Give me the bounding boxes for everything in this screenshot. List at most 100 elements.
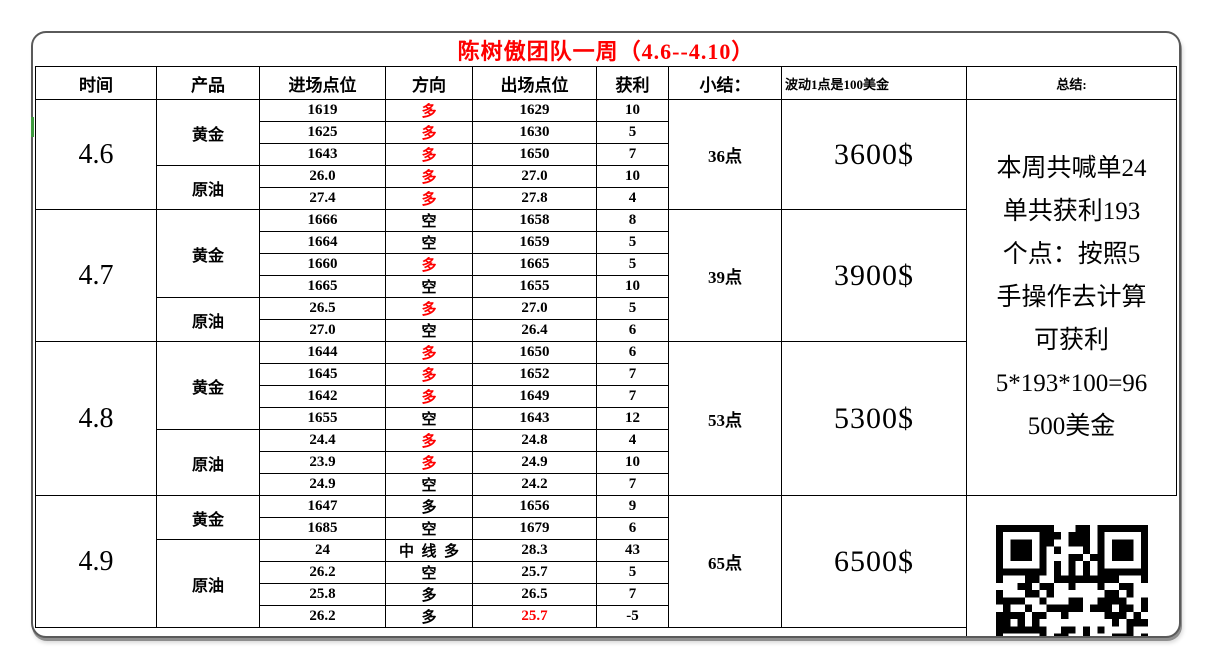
money-summary: 3900$ [781, 209, 967, 342]
direction: 空 [385, 561, 473, 584]
profit-value: 8 [596, 209, 669, 232]
direction: 多 [385, 121, 473, 144]
direction: 多 [385, 253, 473, 276]
points-summary: 36点 [668, 99, 782, 210]
trade-row: 原油 26.5 多 27.0 5 [36, 297, 1177, 342]
product-name: 原油 [156, 165, 260, 210]
trade-row: 26.2 空 25.7 5 [36, 561, 1177, 584]
direction: 多 [385, 341, 473, 364]
product-name: 黄金 [156, 99, 260, 166]
trade-row: 26.2 多 25.7 -5 [36, 605, 1177, 628]
exit-price: 24.2 [472, 473, 597, 496]
col-header-product: 产品 [156, 66, 260, 100]
exit-price: 1652 [472, 363, 597, 386]
direction: 多 [385, 583, 473, 606]
entry-price: 1660 [259, 253, 386, 276]
direction: 空 [385, 319, 473, 342]
direction: 多 [385, 143, 473, 166]
entry-price: 23.9 [259, 451, 386, 474]
profit-value: 7 [596, 583, 669, 606]
exit-price: 27.0 [472, 297, 597, 320]
exit-price: 1655 [472, 275, 597, 298]
product-name: 黄金 [156, 209, 260, 298]
date-cell: 4.8 [35, 341, 157, 496]
entry-price: 1647 [259, 495, 386, 518]
exit-price: 25.7 [472, 561, 597, 584]
trade-row: 1655 空 1643 12 [36, 407, 1177, 430]
points-summary: 39点 [668, 209, 782, 342]
direction: 多 [385, 605, 473, 628]
profit-value: 43 [596, 539, 669, 562]
direction: 空 [385, 473, 473, 496]
qr-code [995, 525, 1148, 636]
profit-value: 5 [596, 297, 669, 320]
product-name: 原油 [156, 429, 260, 496]
exit-price: 1658 [472, 209, 597, 232]
direction: 多 [385, 363, 473, 386]
col-header-time: 时间 [35, 66, 157, 100]
trade-row: 4.6 黄金 1619 多 1629 10 36点 3600$ 本周共喊单24 单共获利193 … [35, 99, 1177, 496]
product-name: 黄金 [156, 495, 260, 540]
entry-price: 26.5 [259, 297, 386, 320]
exit-price: 1665 [472, 253, 597, 276]
points-summary: 65点 [668, 495, 782, 628]
direction: 空 [385, 407, 473, 430]
profit-value: 9 [596, 495, 669, 518]
entry-price: 1655 [259, 407, 386, 430]
market-closed-row: 4.10（休市） [35, 627, 1177, 636]
profit-value: 6 [596, 319, 669, 342]
trade-row: 原油 24 中 线 多 28.3 43 [36, 539, 1177, 628]
col-header-profit: 获利 [596, 66, 669, 100]
profit-value: 5 [596, 231, 669, 254]
trade-row: 1645 多 1652 7 [36, 363, 1177, 386]
qr-cell [966, 495, 1177, 636]
profit-value: 4 [596, 429, 669, 452]
weekly-report-card: 陈树傲团队一周（4.6--4.10） 时间 产品 进场点位 方向 出场点位 获利… [31, 31, 1181, 638]
exit-price: 27.8 [472, 187, 597, 210]
trade-row: 4.7 黄金 1666 空 1658 8 39点 3900$ [35, 209, 1177, 342]
market-closed-note: 4.10（休市） [35, 627, 967, 636]
direction: 多 [385, 385, 473, 408]
entry-price: 24.4 [259, 429, 386, 452]
entry-price: 26.0 [259, 165, 386, 188]
date-cell: 4.6 [35, 99, 157, 210]
column-header-row: 时间 产品 进场点位 方向 出场点位 获利 小结： 波动1点是100美金 总结: [35, 66, 1177, 100]
exit-price: 27.0 [472, 165, 597, 188]
direction: 空 [385, 209, 473, 232]
entry-price: 26.2 [259, 561, 386, 584]
entry-price: 27.4 [259, 187, 386, 210]
direction: 多 [385, 297, 473, 320]
direction: 空 [385, 231, 473, 254]
entry-price: 1625 [259, 121, 386, 144]
trade-row: 1685 空 1679 6 [36, 517, 1177, 540]
col-header-exit: 出场点位 [472, 66, 597, 100]
col-header-entry: 进场点位 [259, 66, 386, 100]
exit-price: 26.4 [472, 319, 597, 342]
col-header-summary: 小结： [668, 66, 782, 100]
trade-row: 4.9 黄金 1647 多 1656 9 65点 6500$ [35, 495, 1177, 636]
profit-value: 7 [596, 143, 669, 166]
col-header-note: 波动1点是100美金 [781, 66, 967, 100]
money-summary: 3600$ [781, 99, 967, 210]
direction: 多 [385, 187, 473, 210]
exit-price: 25.7 [472, 605, 597, 628]
entry-price: 25.8 [259, 583, 386, 606]
exit-price: 1650 [472, 143, 597, 166]
trade-row: 23.9 多 24.9 10 [36, 451, 1177, 474]
entry-price: 1666 [259, 209, 386, 232]
trade-row: 1665 空 1655 10 [36, 275, 1177, 298]
profit-value: 6 [596, 517, 669, 540]
entry-price: 1664 [259, 231, 386, 254]
date-cell: 4.9 [35, 495, 157, 628]
entry-price: 1645 [259, 363, 386, 386]
page-title: 陈树傲团队一周（4.6--4.10） [35, 34, 1177, 67]
product-name: 原油 [156, 539, 260, 628]
col-header-direction: 方向 [385, 66, 473, 100]
product-name: 原油 [156, 297, 260, 342]
selection-mark [31, 117, 34, 137]
exit-price: 26.5 [472, 583, 597, 606]
col-header-conclusion: 总结: [966, 66, 1177, 100]
product-name: 黄金 [156, 341, 260, 430]
trade-row: 原油 26.0 多 27.0 10 [36, 165, 1177, 210]
